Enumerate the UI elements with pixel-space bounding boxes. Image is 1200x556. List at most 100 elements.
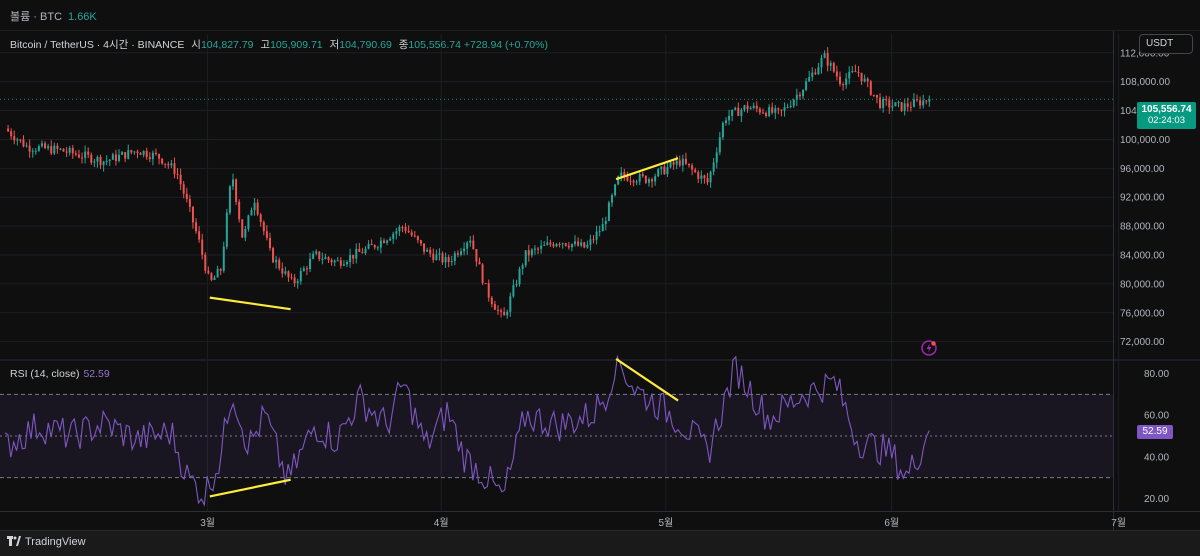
candle (697, 172, 700, 179)
candle (207, 270, 210, 274)
candle (481, 264, 484, 284)
candle (413, 235, 416, 237)
candle (170, 163, 173, 166)
candle (74, 153, 77, 155)
candle (158, 154, 161, 159)
candle (826, 53, 829, 66)
candle (857, 72, 860, 74)
high-label: 고 (260, 39, 271, 51)
candle (610, 195, 613, 203)
candle (792, 99, 795, 106)
rsi-title[interactable]: RSI (14, close) (10, 368, 80, 380)
candle (527, 250, 530, 256)
candle (404, 227, 407, 231)
candle (746, 105, 749, 110)
candle (647, 179, 650, 183)
rsi-y-tick-label: 20.00 (1144, 494, 1169, 505)
candle (570, 243, 573, 248)
candle (589, 239, 592, 245)
rsi-trendline[interactable] (615, 358, 679, 402)
candle (817, 67, 820, 75)
candle (241, 219, 244, 238)
candle (660, 166, 663, 170)
candle (583, 242, 586, 248)
candle (552, 244, 555, 247)
candle (500, 310, 503, 312)
y-tick-label: 92,000.00 (1120, 193, 1165, 204)
candle (672, 162, 675, 165)
candle (216, 269, 219, 278)
candle (222, 246, 225, 271)
candle (173, 163, 176, 174)
candle (379, 240, 382, 248)
y-tick-label: 72,000.00 (1120, 337, 1165, 348)
footer-bar: TradingView (0, 530, 1200, 556)
candle (533, 248, 536, 250)
candle (244, 229, 247, 238)
candle (728, 115, 731, 121)
candle (894, 102, 897, 107)
candle (198, 231, 201, 240)
candle (623, 172, 626, 177)
rsi-trendline[interactable] (209, 478, 291, 498)
candle (758, 108, 761, 113)
candle (419, 240, 422, 244)
candle (626, 176, 629, 181)
candle (786, 106, 789, 108)
candle (77, 154, 80, 158)
candle (638, 174, 641, 182)
candle (891, 106, 894, 108)
candle (777, 108, 780, 110)
current-price-badge: 105,556.74 02:24:03 (1137, 102, 1196, 129)
candle (124, 152, 127, 159)
candle (829, 63, 832, 66)
candle (629, 180, 632, 182)
candle (592, 239, 595, 241)
rsi-y-tick-label: 60.00 (1144, 411, 1169, 422)
price-trendline[interactable] (209, 296, 291, 311)
candle (567, 245, 570, 248)
candle (912, 99, 915, 107)
candle (447, 257, 450, 263)
symbol-title[interactable]: Bitcoin / TetherUS · 4시간 · BINANCE (10, 39, 185, 51)
candle (765, 112, 768, 116)
tradingview-brand: TradingView (25, 536, 86, 548)
candle (688, 163, 691, 166)
price-chart[interactable]: 3월 4월 5월 6월 7월 72,000.00 76,000.00 80,000.00 84,… (0, 31, 1200, 530)
candle (897, 102, 900, 104)
candle (900, 102, 903, 111)
candle (641, 174, 644, 176)
rsi-line[interactable] (4, 354, 930, 507)
alert-icon[interactable] (920, 339, 938, 357)
candle (823, 53, 826, 58)
candle (19, 139, 22, 141)
candle (669, 162, 672, 168)
candle (703, 175, 706, 179)
price-trendline[interactable] (615, 157, 679, 181)
candle (472, 240, 475, 250)
candle (521, 265, 524, 269)
rsi-y-tick-label: 80.00 (1144, 369, 1169, 380)
candle (139, 153, 142, 155)
candle (869, 81, 872, 95)
candle (108, 159, 111, 161)
candle (453, 253, 456, 262)
candle (607, 202, 610, 221)
candle (176, 173, 179, 175)
candle (441, 253, 444, 263)
candle (50, 146, 53, 154)
x-tick-label: 5월 (658, 517, 673, 529)
tradingview-logo[interactable]: TradingView (7, 536, 86, 548)
candle (167, 164, 170, 166)
candle (469, 240, 472, 243)
candle (540, 245, 543, 249)
candle (429, 249, 432, 254)
candle (355, 248, 358, 259)
candle (364, 248, 367, 254)
candle (715, 152, 718, 163)
currency-button[interactable]: USDT (1139, 34, 1193, 54)
y-tick-label: 84,000.00 (1120, 251, 1165, 262)
candle (37, 146, 40, 151)
candle (201, 239, 204, 255)
candle (706, 178, 709, 183)
